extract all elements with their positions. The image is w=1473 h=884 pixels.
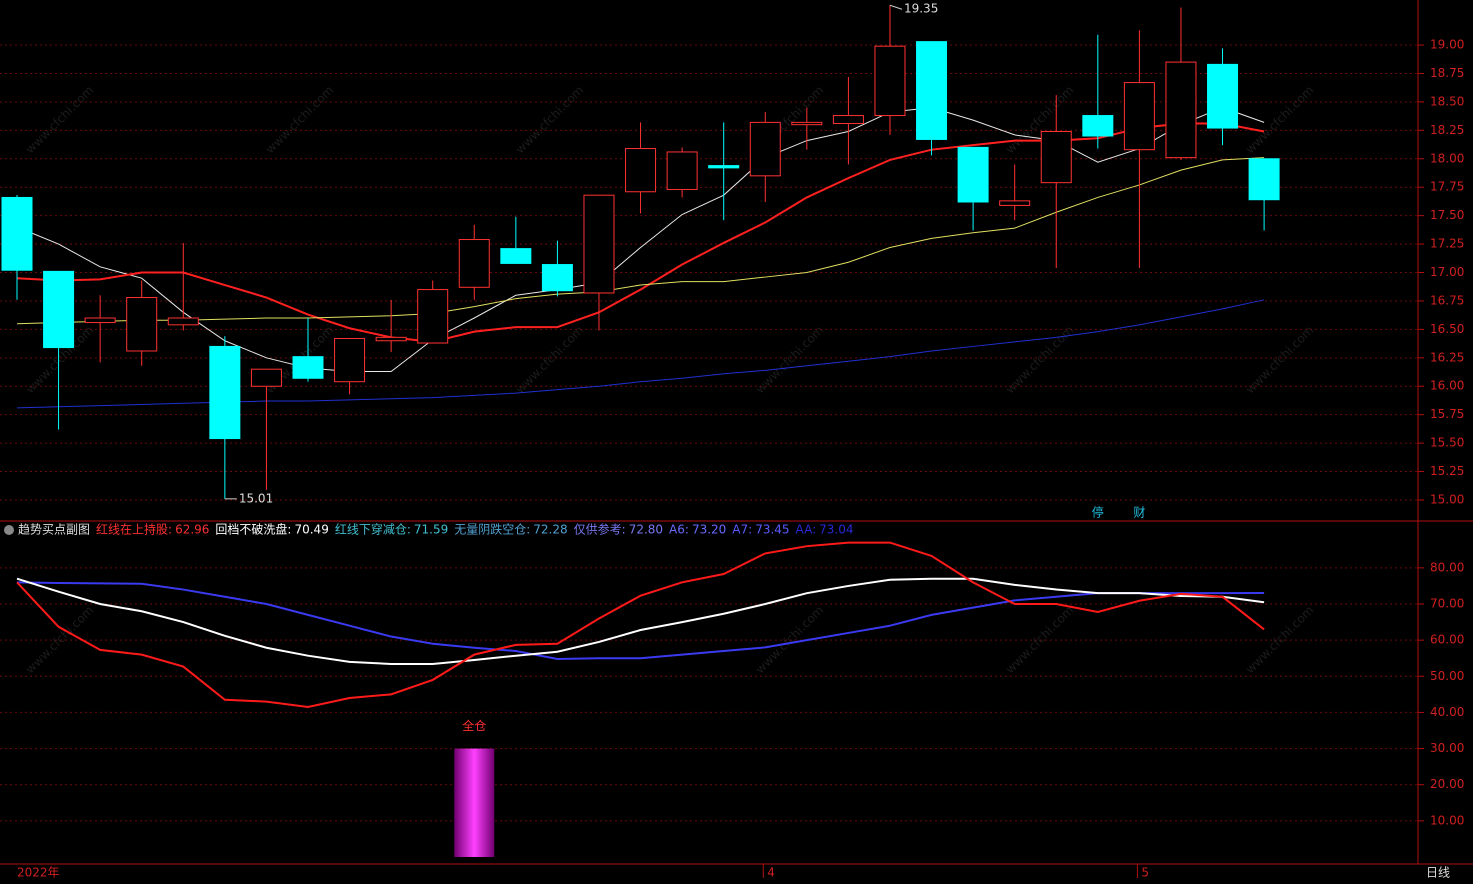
y-tick-label: 30.00 xyxy=(1430,741,1464,755)
bar-label: 全仓 xyxy=(462,718,486,733)
candle-body xyxy=(791,121,823,126)
y-tick-label: 18.50 xyxy=(1430,94,1464,108)
y-tick-label: 17.00 xyxy=(1430,265,1464,279)
high-label: 19.35 xyxy=(904,2,938,16)
x-tick-label: 5 xyxy=(1141,866,1149,880)
y-tick-label: 17.25 xyxy=(1430,237,1464,251)
y-tick-label: 60.00 xyxy=(1430,633,1464,647)
candle-body xyxy=(832,115,864,125)
pointer xyxy=(889,4,903,10)
low-label: 15.01 xyxy=(239,491,273,505)
y-tick-label: 18.75 xyxy=(1430,66,1464,80)
candle-body xyxy=(84,317,116,324)
candle-body xyxy=(749,121,781,177)
x-tick-label: 4 xyxy=(767,866,775,880)
readout-name: 回档不破洗盘: xyxy=(215,522,291,537)
candle-body xyxy=(334,337,366,383)
readout-value: 62.96 xyxy=(175,523,209,537)
readout-name: 无量阴跌空仓: xyxy=(454,522,530,537)
readout-value: 73.45 xyxy=(755,523,789,537)
readout-value: 73.20 xyxy=(692,523,726,537)
readout-value: 72.28 xyxy=(533,523,567,537)
candle-body xyxy=(708,165,740,169)
candle-body xyxy=(417,289,449,344)
candle-body xyxy=(43,270,75,349)
candle-body xyxy=(1040,130,1072,184)
y-tick-label: 15.50 xyxy=(1430,436,1464,450)
readout-name: A7: xyxy=(732,523,752,537)
candle-body xyxy=(292,356,324,379)
candle-body xyxy=(1123,82,1155,151)
candle-body xyxy=(583,194,615,294)
icon xyxy=(4,525,14,535)
y-tick-label: 19.00 xyxy=(1430,38,1464,52)
readout-value: 70.49 xyxy=(294,523,328,537)
y-tick-label: 80.00 xyxy=(1430,560,1464,574)
y-tick-label: 16.00 xyxy=(1430,379,1464,393)
readout-name: 仅供参考: xyxy=(574,522,626,537)
readout-name: 红线下穿减仓: xyxy=(335,522,411,537)
candle-body xyxy=(999,200,1031,206)
y-tick-label: 18.00 xyxy=(1430,151,1464,165)
readout-name: 红线在上持股: xyxy=(96,522,172,537)
candle-body xyxy=(625,148,657,193)
indicator-line xyxy=(16,541,1265,709)
candle-body xyxy=(957,146,989,203)
period-label: 日线 xyxy=(1426,866,1450,880)
candle-body xyxy=(874,45,906,117)
y-tick-label: 18.25 xyxy=(1430,123,1464,137)
y-tick-label: 40.00 xyxy=(1430,705,1464,719)
candle-body xyxy=(167,317,199,326)
y-tick-label: 16.25 xyxy=(1430,350,1464,364)
y-tick-label: 50.00 xyxy=(1430,669,1464,683)
candle-body xyxy=(916,41,948,140)
panel-title: 趋势买点副图 xyxy=(18,523,90,537)
candle-body xyxy=(1,196,33,271)
y-tick-label: 20.00 xyxy=(1430,777,1464,791)
candle-body xyxy=(541,264,573,292)
candle-body xyxy=(1248,158,1280,201)
candle-body xyxy=(375,336,407,342)
y-tick-label: 15.00 xyxy=(1430,492,1464,506)
y-tick-label: 15.75 xyxy=(1430,407,1464,421)
candle-body xyxy=(1165,61,1197,159)
annotation: 财 xyxy=(1133,506,1145,520)
y-tick-label: 17.75 xyxy=(1430,180,1464,194)
indicator-line xyxy=(16,577,1265,666)
indicator-line xyxy=(16,581,1265,660)
readout-name: A6: xyxy=(669,523,689,537)
annotation: 停 xyxy=(1092,505,1104,520)
y-tick-label: 16.50 xyxy=(1430,322,1464,336)
candle-body xyxy=(1082,115,1114,137)
y-tick-label: 16.75 xyxy=(1430,293,1464,307)
signal-bar xyxy=(454,748,495,857)
readout-value: 71.59 xyxy=(414,523,448,537)
y-tick-label: 10.00 xyxy=(1430,813,1464,827)
candle-body xyxy=(500,248,532,264)
readout-name: AA: xyxy=(796,523,817,537)
candle-body xyxy=(209,345,241,440)
candle-body xyxy=(250,368,282,387)
x-tick-label: 2022年 xyxy=(17,866,60,880)
y-tick-label: 15.25 xyxy=(1430,464,1464,478)
candle-body xyxy=(126,297,158,352)
candle-body xyxy=(666,151,698,190)
candle-body xyxy=(1207,63,1239,129)
y-tick-label: 17.50 xyxy=(1430,208,1464,222)
readout-value: 73.04 xyxy=(819,523,853,537)
candle-body xyxy=(458,239,490,288)
readout-value: 72.80 xyxy=(629,523,663,537)
y-tick-label: 70.00 xyxy=(1430,597,1464,611)
